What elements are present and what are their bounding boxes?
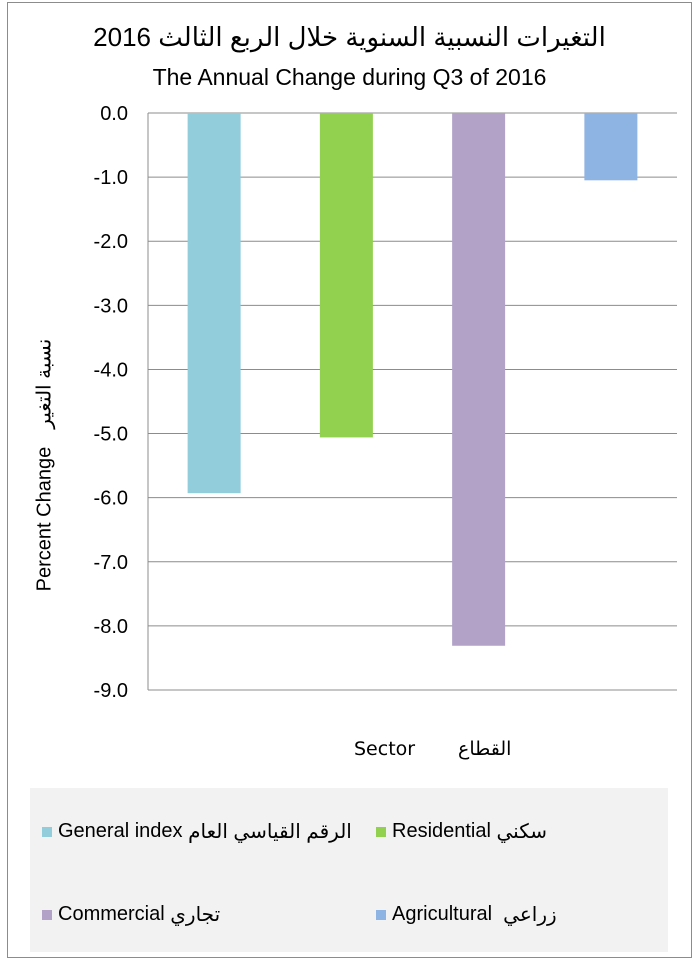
bar: [319, 113, 373, 438]
y-tick-label: -7.0: [94, 552, 128, 574]
legend-label-commercial-en: Commercial: [58, 903, 165, 925]
legend-label-general-en: General index: [58, 820, 183, 842]
legend-label-commercial-ar: تجاري: [170, 904, 221, 926]
y-tick-label: -5.0: [94, 424, 128, 446]
legend-label-residential-en: Residential: [392, 820, 491, 842]
y-axis-label-en: Percent Change: [33, 446, 56, 592]
legend-item-commercial: Commercial تجاري: [42, 902, 220, 927]
legend-swatch-residential: [376, 826, 386, 837]
y-tick-label: -9.0: [94, 680, 128, 702]
legend-label-agricultural-en: Agricultural: [392, 903, 493, 925]
y-tick-label: -1.0: [94, 167, 128, 189]
y-tick-label: -2.0: [94, 231, 128, 253]
legend: General index الرقم القياسي العام Reside…: [30, 788, 668, 952]
y-axis-label-ar: نسبة التغير: [33, 338, 56, 429]
y-tick-label: -3.0: [94, 295, 128, 317]
legend-swatch-commercial: [42, 909, 52, 920]
chart-subtitle: The Annual Change during Q3 of 2016: [152, 64, 547, 90]
legend-item-agricultural: Agricultural زراعي: [376, 902, 557, 927]
legend-swatch-agricultural: [376, 909, 386, 920]
y-tick-label: 0.0: [100, 103, 128, 125]
y-tick-label: -4.0: [94, 359, 128, 381]
legend-label-residential-ar: سكني: [496, 821, 548, 843]
y-axis-label: Percent Change نسبة التغير: [32, 339, 57, 592]
y-tick-label: -6.0: [94, 488, 128, 510]
legend-label-agricultural-ar: زراعي: [503, 904, 557, 926]
y-tick-label: -8.0: [94, 616, 128, 638]
chart-title: التغيرات النسبية السنوية خلال الربع الثا…: [93, 22, 606, 52]
legend-label-general-ar: الرقم القياسي العام: [188, 821, 352, 843]
bar: [452, 113, 506, 646]
legend-item-general-index: General index الرقم القياسي العام: [42, 819, 352, 844]
x-axis-label-ar: القطاع: [458, 739, 512, 760]
bar: [584, 113, 638, 181]
legend-item-residential: Residential سكني: [376, 819, 547, 844]
legend-swatch-general-index: [42, 826, 52, 837]
bar: [187, 113, 241, 494]
x-axis-label-en: Sector: [354, 738, 416, 760]
